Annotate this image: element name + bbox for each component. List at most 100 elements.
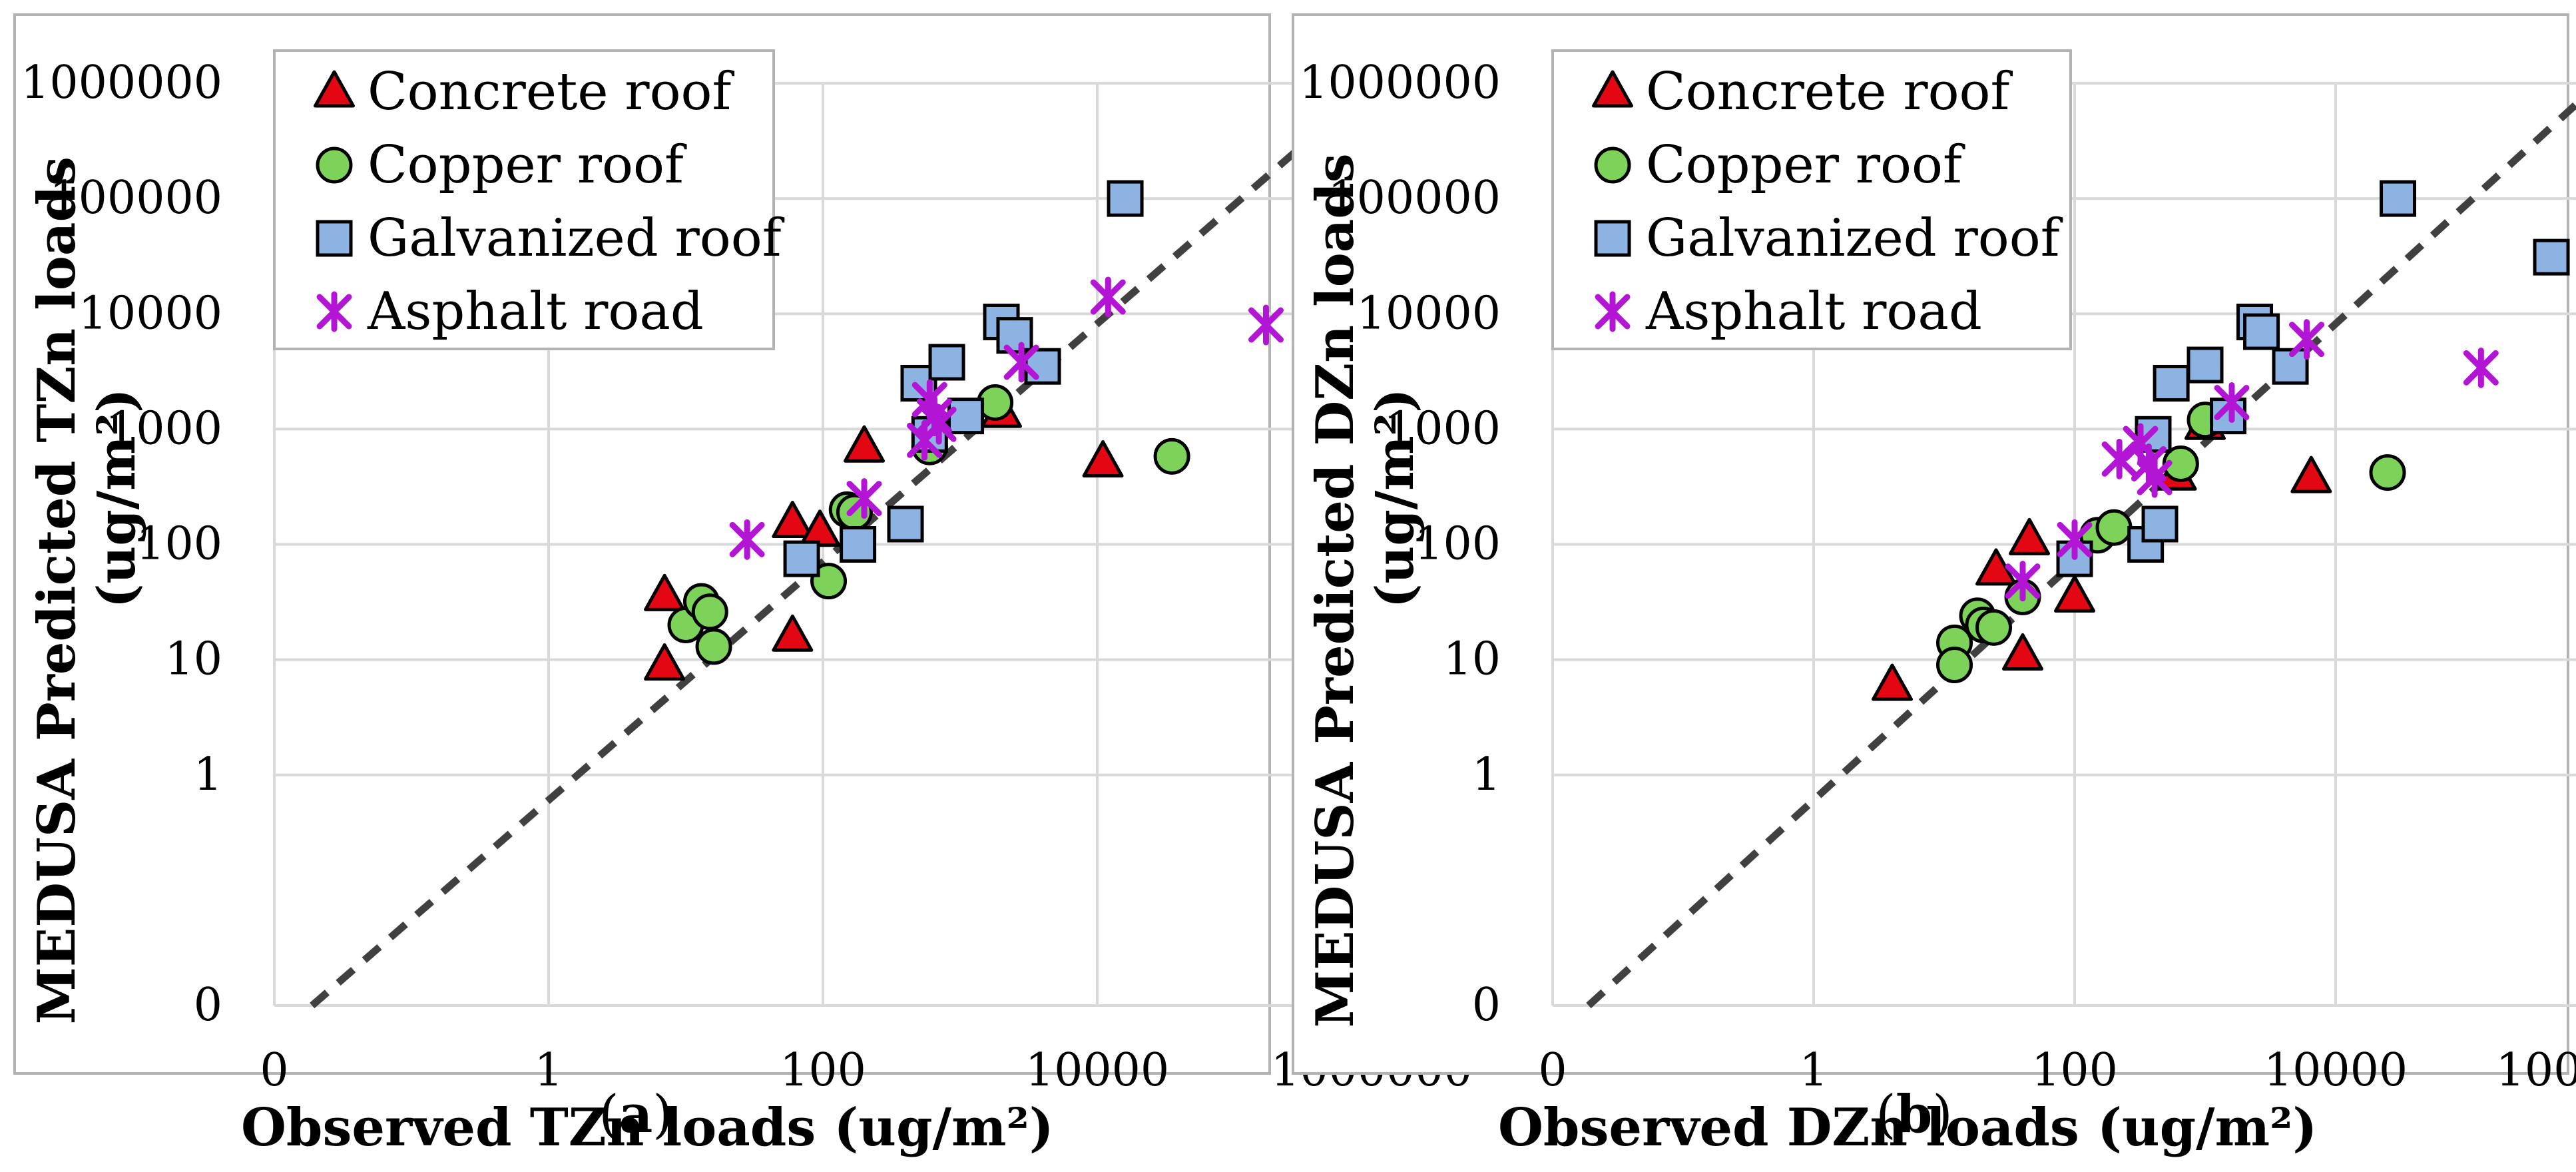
- legend-box: [1551, 49, 2072, 350]
- y-tick-label: 1: [194, 748, 222, 801]
- legend-marker-asphalt: [316, 291, 352, 332]
- legend: Concrete roof Copper roof Galvanized roof A…: [273, 49, 785, 350]
- x-tick-label: 100: [2031, 1044, 2118, 1097]
- data-point-copper: [1936, 647, 1973, 684]
- data-point-concrete: [772, 614, 814, 652]
- y-tick-label: 10: [1443, 633, 1501, 686]
- data-point-asphalt: [2137, 457, 2173, 498]
- data-point-asphalt: [2101, 438, 2137, 479]
- series-galvanized: [2056, 180, 2570, 577]
- data-point-asphalt: [1248, 304, 1284, 346]
- data-point-asphalt: [1003, 342, 1039, 383]
- y-tick-label: 100000: [49, 172, 222, 224]
- data-point-galvanized: [840, 526, 877, 563]
- data-point-galvanized: [928, 344, 965, 381]
- data-point-asphalt: [2463, 347, 2499, 388]
- one-to-one-line: [310, 88, 1368, 1009]
- data-point-copper: [810, 563, 848, 600]
- data-point-asphalt: [2214, 382, 2250, 423]
- data-point-concrete: [644, 643, 686, 681]
- chart-panel-a: 0110010000100000001101001000100001000001…: [13, 13, 1472, 1158]
- data-point-asphalt: [846, 478, 882, 519]
- legend-label-asphalt: Asphalt road: [367, 282, 704, 342]
- data-point-asphalt: [729, 519, 765, 560]
- data-point-asphalt: [921, 404, 957, 445]
- y-tick-label: 1000000: [1299, 57, 1501, 109]
- data-point-asphalt: [2057, 519, 2093, 560]
- x-tick-label: 1: [534, 1044, 563, 1097]
- data-point-concrete: [2009, 517, 2051, 555]
- data-point-galvanized: [947, 398, 985, 435]
- one-to-one-line: [1586, 99, 2576, 1009]
- legend-label-galvanized: Galvanized roof: [1646, 208, 2063, 268]
- legend-marker-galvanized: [1594, 220, 1631, 257]
- caption-open-paren: (: [599, 1085, 619, 1145]
- data-point-asphalt: [2289, 319, 2325, 360]
- data-point-galvanized: [2153, 364, 2190, 402]
- data-point-galvanized: [2380, 180, 2417, 217]
- x-tick-label: 10000: [2264, 1044, 2408, 1097]
- data-point-concrete: [644, 573, 686, 611]
- x-tick-label: 0: [260, 1044, 288, 1097]
- data-point-galvanized: [1107, 180, 1144, 217]
- y-axis-title-line1: MEDUSA Predicted DZn loads: [1305, 153, 1366, 1027]
- data-point-galvanized: [2243, 313, 2280, 350]
- data-point-copper: [2095, 509, 2133, 546]
- data-point-copper: [1153, 438, 1190, 475]
- x-tick-label: 10000: [1025, 1044, 1169, 1097]
- legend-marker-galvanized: [316, 220, 353, 257]
- data-point-galvanized: [2187, 346, 2224, 384]
- y-tick-label: 0: [194, 979, 222, 1031]
- legend-box: [273, 49, 775, 350]
- caption-letter: a: [619, 1084, 653, 1145]
- y-axis-title-line1: MEDUSA Predicted TZn loads: [27, 156, 87, 1024]
- y-axis-title-line2: (ug/m²): [87, 388, 147, 608]
- legend-label-asphalt: Asphalt road: [1645, 282, 1982, 342]
- x-tick-label: 0: [1538, 1044, 1567, 1097]
- y-tick-label: 100: [136, 518, 222, 571]
- series-asphalt: [2005, 319, 2499, 602]
- series-asphalt: [729, 276, 1284, 560]
- y-tick-label: 10: [164, 633, 222, 686]
- legend-label-copper: Copper roof: [1646, 135, 1965, 195]
- x-axis-title: Observed TZn loads (ug/m²): [241, 1097, 1054, 1158]
- legend-label-concrete: Concrete roof: [1646, 62, 2013, 122]
- data-point-concrete: [2054, 575, 2095, 613]
- y-tick-label: 1000000: [21, 57, 222, 109]
- caption-close-paren: ): [1932, 1085, 1952, 1145]
- y-tick-label: 1000: [1386, 402, 1501, 455]
- y-tick-label: 100: [1414, 518, 1501, 571]
- panel-caption: (b): [1876, 1084, 1952, 1145]
- data-point-concrete: [844, 425, 886, 463]
- y-tick-label: 10000: [1357, 287, 1501, 340]
- data-point-concrete: [2290, 455, 2332, 493]
- legend-marker-concrete: [1592, 70, 1633, 108]
- data-point-copper: [2162, 445, 2199, 482]
- legend-label-copper: Copper roof: [368, 135, 687, 195]
- legend: Concrete roof Copper roof Galvanized roof A…: [1551, 49, 2072, 350]
- data-point-concrete: [772, 501, 814, 539]
- legend-label-galvanized: Galvanized roof: [368, 208, 785, 268]
- data-point-galvanized: [887, 505, 924, 543]
- data-point-galvanized: [2533, 238, 2570, 276]
- panel-caption: (a): [599, 1084, 672, 1145]
- y-axis-title-line2: (ug/m²): [1365, 388, 1425, 608]
- legend-marker-copper: [1594, 146, 1631, 184]
- x-axis-title: Observed DZn loads (ug/m²): [1498, 1097, 2317, 1158]
- y-tick-label: 0: [1472, 979, 1501, 1031]
- chart-panel-b: 0 1 100 10000 1000000 0 1 10 100 1000 10000 100000 1…: [1292, 13, 2576, 1158]
- data-point-galvanized: [996, 317, 1033, 354]
- data-point-galvanized: [2141, 505, 2179, 543]
- data-point-copper: [1975, 609, 2013, 646]
- data-point-asphalt: [2005, 561, 2041, 602]
- legend-marker-concrete: [314, 70, 355, 108]
- legend-marker-copper: [316, 146, 353, 184]
- legend-marker-asphalt: [1595, 291, 1631, 332]
- data-point-galvanized: [783, 540, 820, 577]
- x-tick-label: 1000000: [2496, 1044, 2576, 1097]
- caption-close-paren: ): [652, 1085, 672, 1145]
- y-tick-label: 1000: [107, 402, 222, 455]
- series-concrete: [644, 390, 1124, 681]
- data-point-copper: [695, 628, 732, 665]
